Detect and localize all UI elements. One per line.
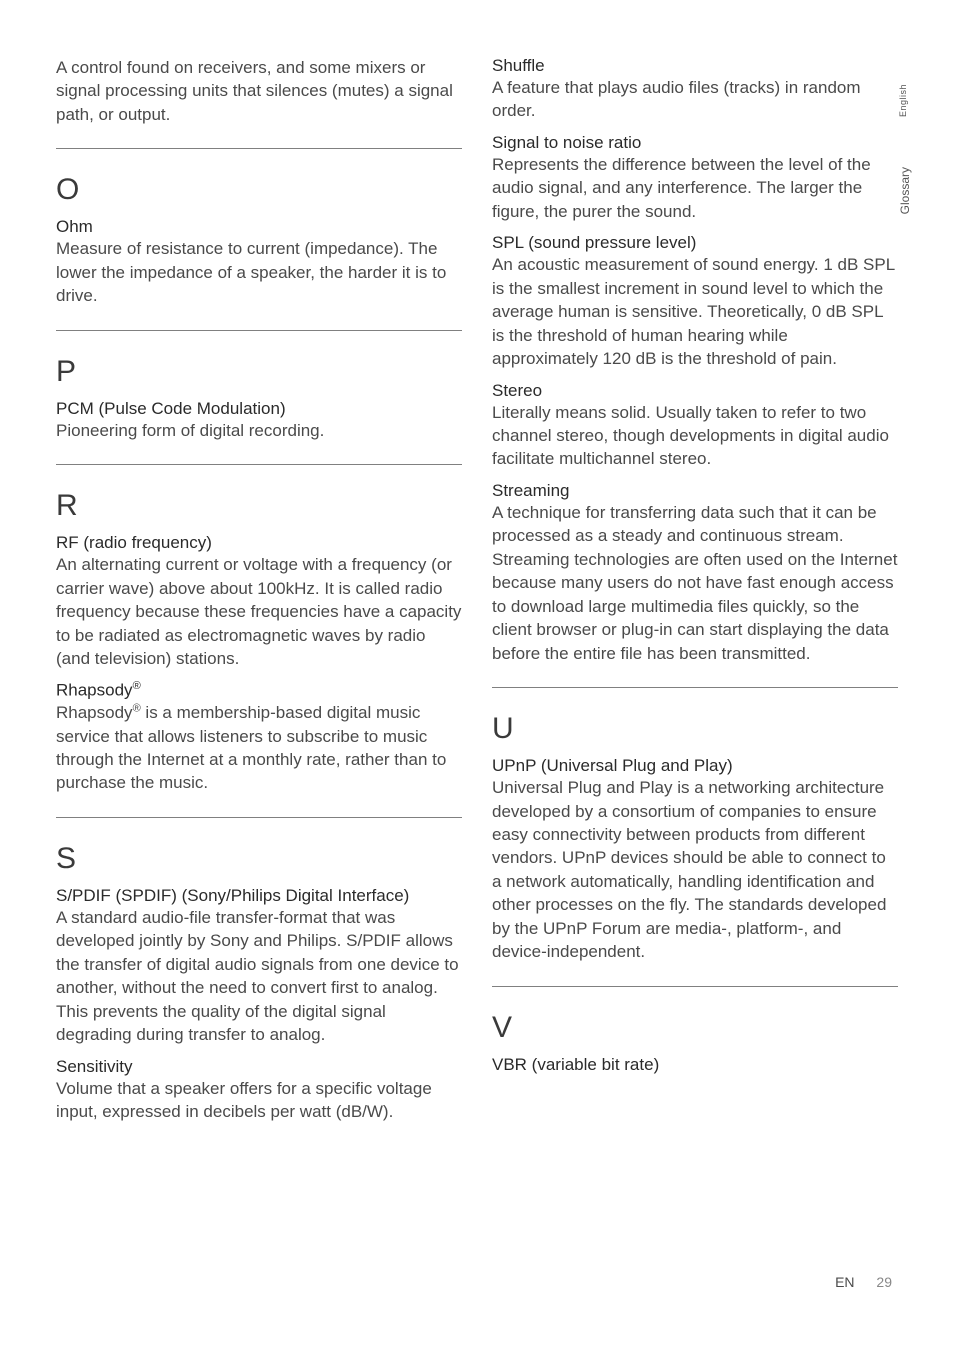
tab-language: English — [898, 84, 908, 117]
term-snr: Signal to noise ratio — [492, 133, 898, 153]
rule-o — [56, 148, 462, 149]
def-rhapsody: Rhapsody® is a membership-based digital … — [56, 701, 462, 795]
page-footer: EN 29 — [835, 1274, 892, 1290]
term-streaming: Streaming — [492, 481, 898, 501]
term-sensitivity: Sensitivity — [56, 1057, 462, 1077]
section-letter-r: R — [56, 489, 462, 523]
def-sensitivity: Volume that a speaker offers for a speci… — [56, 1077, 462, 1124]
def-rhapsody-prefix: Rhapsody — [56, 703, 133, 722]
tab-section: Glossary — [898, 167, 912, 214]
term-upnp: UPnP (Universal Plug and Play) — [492, 756, 898, 776]
right-column: Shuffle A feature that plays audio files… — [492, 56, 898, 1075]
footer-page-number: 29 — [876, 1274, 892, 1290]
rule-p — [56, 330, 462, 331]
def-ohm: Measure of resistance to current (impeda… — [56, 237, 462, 307]
term-shuffle: Shuffle — [492, 56, 898, 76]
term-pcm: PCM (Pulse Code Modulation) — [56, 399, 462, 419]
term-rf: RF (radio frequency) — [56, 533, 462, 553]
registered-icon: ® — [133, 702, 141, 714]
section-letter-o: O — [56, 173, 462, 207]
intro-paragraph: A control found on receivers, and some m… — [56, 56, 462, 126]
def-rf: An alternating current or voltage with a… — [56, 553, 462, 670]
section-letter-p: P — [56, 355, 462, 389]
left-column: A control found on receivers, and some m… — [56, 56, 462, 1124]
term-ohm: Ohm — [56, 217, 462, 237]
def-streaming: A technique for transferring data such t… — [492, 501, 898, 665]
section-letter-s: S — [56, 842, 462, 876]
section-letter-v: V — [492, 1011, 898, 1045]
rule-s — [56, 817, 462, 818]
rule-u — [492, 687, 898, 688]
def-stereo: Literally means solid. Usually taken to … — [492, 401, 898, 471]
rule-v — [492, 986, 898, 987]
def-spdif: A standard audio-file transfer-format th… — [56, 906, 462, 1047]
term-stereo: Stereo — [492, 381, 898, 401]
def-shuffle: A feature that plays audio files (tracks… — [492, 76, 898, 123]
term-rhapsody-text: Rhapsody — [56, 681, 133, 700]
registered-icon: ® — [133, 680, 141, 692]
term-spl: SPL (sound pressure level) — [492, 233, 898, 253]
rule-r — [56, 464, 462, 465]
def-upnp: Universal Plug and Play is a networking … — [492, 776, 898, 964]
side-tabs: English Glossary — [898, 84, 926, 484]
term-spdif: S/PDIF (SPDIF) (Sony/Philips Digital Int… — [56, 886, 462, 906]
def-spl: An acoustic measurement of sound energy.… — [492, 253, 898, 370]
section-letter-u: U — [492, 712, 898, 746]
def-snr: Represents the difference between the le… — [492, 153, 898, 223]
def-pcm: Pioneering form of digital recording. — [56, 419, 462, 442]
term-vbr: VBR (variable bit rate) — [492, 1055, 898, 1075]
page: A control found on receivers, and some m… — [56, 56, 898, 1294]
footer-lang: EN — [835, 1274, 854, 1290]
term-rhapsody: Rhapsody® — [56, 680, 462, 701]
